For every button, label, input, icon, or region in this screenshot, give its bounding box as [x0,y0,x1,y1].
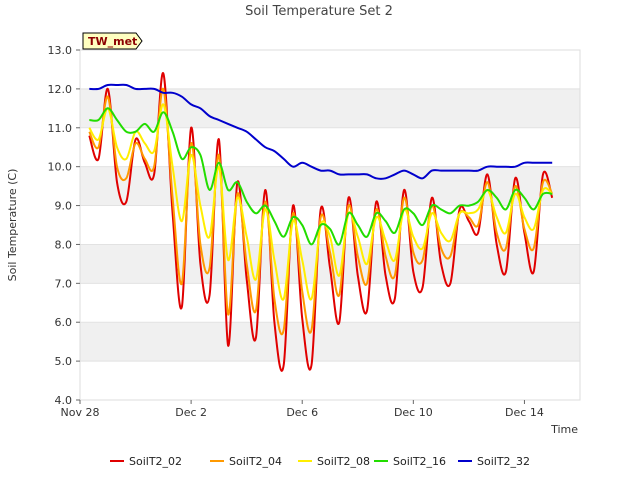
y-tick-label: 11.0 [48,122,73,135]
chart-title: Soil Temperature Set 2 [245,4,393,19]
legend-label: SoilT2_32 [477,455,530,468]
y-tick-label: 13.0 [48,44,73,57]
legend: SoilT2_02 SoilT2_04 SoilT2_08 SoilT2_16 Soil… [110,455,530,468]
y-tick-label: 5.0 [55,355,73,368]
x-tick-label: Dec 6 [286,406,318,419]
plot-frame [79,49,581,401]
x-tick-label: Nov 28 [61,406,100,419]
series-line-soilt2-16 [89,107,553,246]
plot-band [80,283,580,323]
series-line-soilt2-32 [89,83,553,180]
y-axis-ticks: 4.0 5.0 6.0 7.0 8.0 9.0 10.0 11.0 12.0 13.0 [48,44,80,407]
y-tick-label: 6.0 [55,316,73,329]
legend-label: SoilT2_02 [129,455,182,468]
series-line-soilt2-08 [88,103,553,301]
plot-band [80,127,580,167]
y-tick-label: 10.0 [48,161,73,174]
plot-band [80,88,580,128]
plot-band [80,361,580,400]
series-group [88,72,554,372]
plot-band [80,50,580,89]
legend-label: SoilT2_16 [393,455,446,468]
x-axis-ticks: Nov 28 Dec 2 Dec 6 Dec 10 Dec 14 [61,400,544,419]
y-tick-label: 7.0 [55,277,73,290]
site-badge: TW_met [82,32,143,50]
y-tick-label: 12.0 [48,83,73,96]
y-tick-label: 8.0 [55,238,73,251]
y-tick-label: 9.0 [55,200,73,213]
x-tick-label: Dec 10 [394,406,433,419]
series-line-soilt2-04 [88,87,554,336]
site-badge-box [82,32,143,50]
plot-band [80,322,580,362]
y-axis-label: Soil Temperature (C) [6,169,19,282]
plot-bands [80,49,580,401]
legend-label: SoilT2_08 [317,455,370,468]
site-badge-text: TW_met [88,35,137,48]
legend-label: SoilT2_04 [229,455,282,468]
y-tick-label: 4.0 [55,394,73,407]
x-axis-label: Time [550,423,578,436]
x-tick-label: Dec 2 [175,406,207,419]
x-tick-label: Dec 14 [505,406,544,419]
